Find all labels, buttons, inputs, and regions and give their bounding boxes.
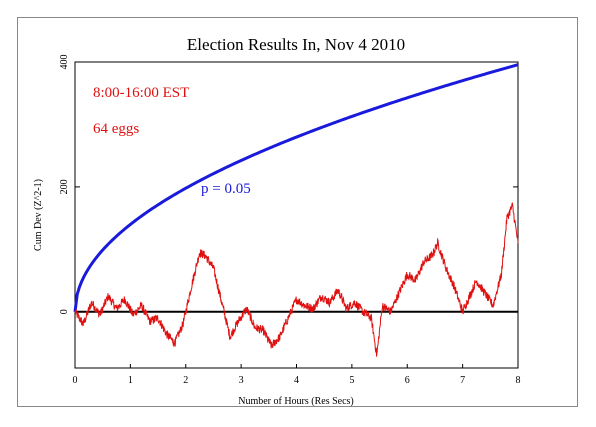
p-envelope-curve xyxy=(73,63,519,312)
x-tick-label: 2 xyxy=(183,375,188,386)
x-tick-label: 0 xyxy=(73,375,78,386)
x-tick-label: 4 xyxy=(294,375,299,386)
x-tick-label: 3 xyxy=(239,375,244,386)
y-tick-label: 200 xyxy=(59,179,70,194)
x-tick-label: 6 xyxy=(405,375,410,386)
chart-frame xyxy=(17,17,578,407)
x-axis-label: Number of Hours (Res Secs) xyxy=(238,396,354,407)
x-tick-label: 5 xyxy=(349,375,354,386)
x-axis: 0 1 2 3 4 5 6 7 8 xyxy=(73,364,521,386)
x-tick-label: 1 xyxy=(128,375,133,386)
annotation-egg-count: 64 eggs xyxy=(93,121,139,137)
x-tick-label: 8 xyxy=(516,375,521,386)
annotation-p-value: p = 0.05 xyxy=(201,181,251,197)
y-tick-label: 400 xyxy=(59,55,70,70)
y-axis-label: Cum Dev (Z^2-1) xyxy=(33,179,44,251)
x-tick-label: 7 xyxy=(460,375,465,386)
chart-title: Election Results In, Nov 4 2010 xyxy=(187,35,405,54)
annotation-time-range: 8:00-16:00 EST xyxy=(93,85,189,101)
cumulative-deviation-line xyxy=(74,202,519,357)
y-tick-label: 0 xyxy=(59,309,70,314)
